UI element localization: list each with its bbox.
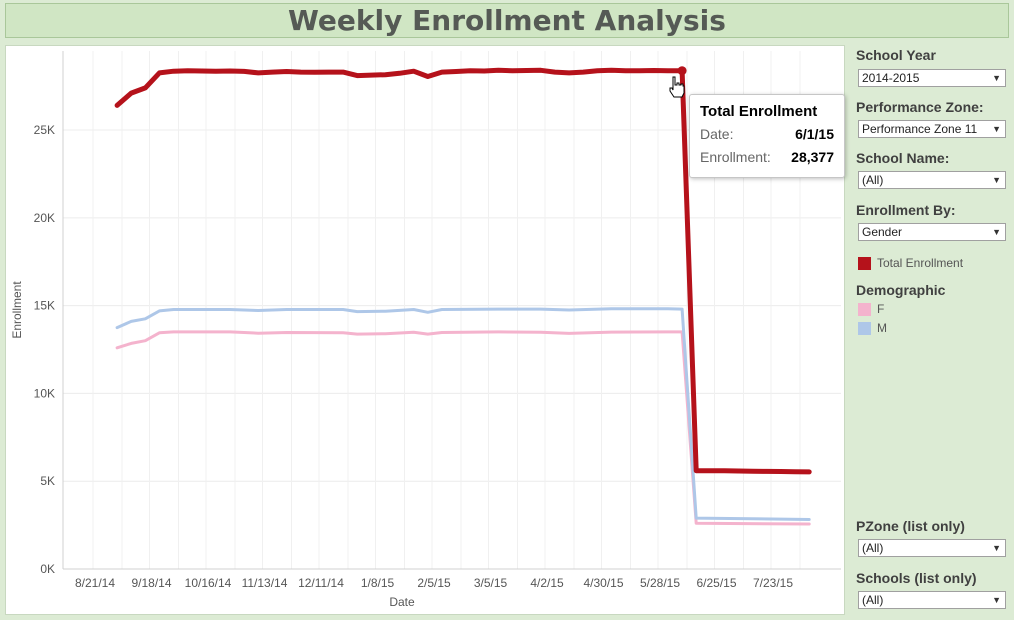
y-axis-title: Enrollment: [10, 281, 24, 339]
y-tick-label: 15K: [34, 299, 55, 313]
series-line-m: [115, 307, 811, 521]
school-name-label: School Name:: [856, 150, 950, 166]
chevron-down-icon: ▼: [992, 543, 1001, 553]
x-tick-label: 10/16/14: [185, 576, 232, 590]
series-line-f: [115, 330, 811, 526]
x-axis-title: Date: [389, 595, 415, 609]
pzone-list-label: PZone (list only): [856, 518, 965, 534]
x-tick-label: 6/25/15: [696, 576, 736, 590]
y-tick-label: 25K: [34, 123, 55, 137]
hand-cursor-icon: [669, 76, 685, 98]
performance-zone-value: Performance Zone 11: [862, 122, 978, 136]
pzone-list-value: (All): [862, 541, 884, 555]
legend-swatch-f: [858, 303, 871, 316]
schools-list-label: Schools (list only): [856, 570, 977, 586]
chevron-down-icon: ▼: [992, 73, 1001, 83]
schools-list-select[interactable]: (All) ▼: [858, 591, 1006, 609]
enrollment-by-value: Gender: [862, 225, 903, 239]
school-year-label: School Year: [856, 47, 936, 63]
y-tick-label: 20K: [34, 211, 55, 225]
legend-swatch-m: [858, 322, 871, 335]
tooltip: Total Enrollment Date: 6/1/15 Enrollment…: [689, 94, 845, 178]
legend-item-m[interactable]: M: [877, 321, 887, 335]
y-tick-label: 10K: [34, 386, 55, 400]
tooltip-date-value: 6/1/15: [795, 126, 834, 142]
x-tick-label: 7/23/15: [753, 576, 793, 590]
enrollment-by-select[interactable]: Gender ▼: [858, 223, 1006, 241]
x-tick-label: 5/28/15: [640, 576, 680, 590]
performance-zone-select[interactable]: Performance Zone 11 ▼: [858, 120, 1006, 138]
series-line-total-enrollment: [114, 67, 812, 475]
demographic-legend-title: Demographic: [856, 282, 946, 298]
school-year-value: 2014-2015: [862, 71, 920, 85]
tooltip-date-label: Date:: [700, 126, 734, 142]
school-name-select[interactable]: (All) ▼: [858, 171, 1006, 189]
x-tick-label: 11/13/14: [242, 576, 288, 590]
filter-panel: School Year 2014-2015 ▼ Performance Zone…: [851, 45, 1011, 617]
tooltip-enrollment-value: 28,377: [791, 149, 834, 165]
x-tick-label: 2/5/15: [417, 576, 451, 590]
x-tick-label: 3/5/15: [474, 576, 508, 590]
x-tick-label: 1/8/15: [361, 576, 395, 590]
legend-total-label[interactable]: Total Enrollment: [877, 256, 964, 270]
chevron-down-icon: ▼: [992, 595, 1001, 605]
highlight-point: [677, 66, 687, 76]
x-tick-label: 4/2/15: [530, 576, 564, 590]
legend-item-f[interactable]: F: [877, 302, 885, 316]
y-tick-label: 5K: [40, 474, 55, 488]
y-tick-label: 0K: [40, 562, 55, 576]
school-year-select[interactable]: 2014-2015 ▼: [858, 69, 1006, 87]
chevron-down-icon: ▼: [992, 175, 1001, 185]
performance-zone-label: Performance Zone:: [856, 99, 984, 115]
x-tick-label: 12/11/14: [298, 576, 344, 590]
school-name-value: (All): [862, 173, 884, 187]
enrollment-by-label: Enrollment By:: [856, 202, 956, 218]
x-tick-label: 8/21/14: [75, 576, 115, 590]
schools-list-value: (All): [862, 593, 884, 607]
enrollment-line-chart[interactable]: 0K 5K 10K 15K 20K 25K 8/21/14 9/18/14 10/16/14 11…: [6, 46, 846, 616]
legend-swatch-total: [858, 257, 871, 270]
title-bar: Weekly Enrollment Analysis: [5, 3, 1009, 38]
x-tick-label: 4/30/15: [583, 576, 623, 590]
chevron-down-icon: ▼: [992, 227, 1001, 237]
tooltip-title: Total Enrollment: [700, 103, 818, 120]
x-tick-label: 9/18/14: [131, 576, 171, 590]
pzone-list-select[interactable]: (All) ▼: [858, 539, 1006, 557]
tooltip-enrollment-label: Enrollment:: [700, 149, 771, 165]
chevron-down-icon: ▼: [992, 124, 1001, 134]
page-title: Weekly Enrollment Analysis: [288, 4, 726, 37]
